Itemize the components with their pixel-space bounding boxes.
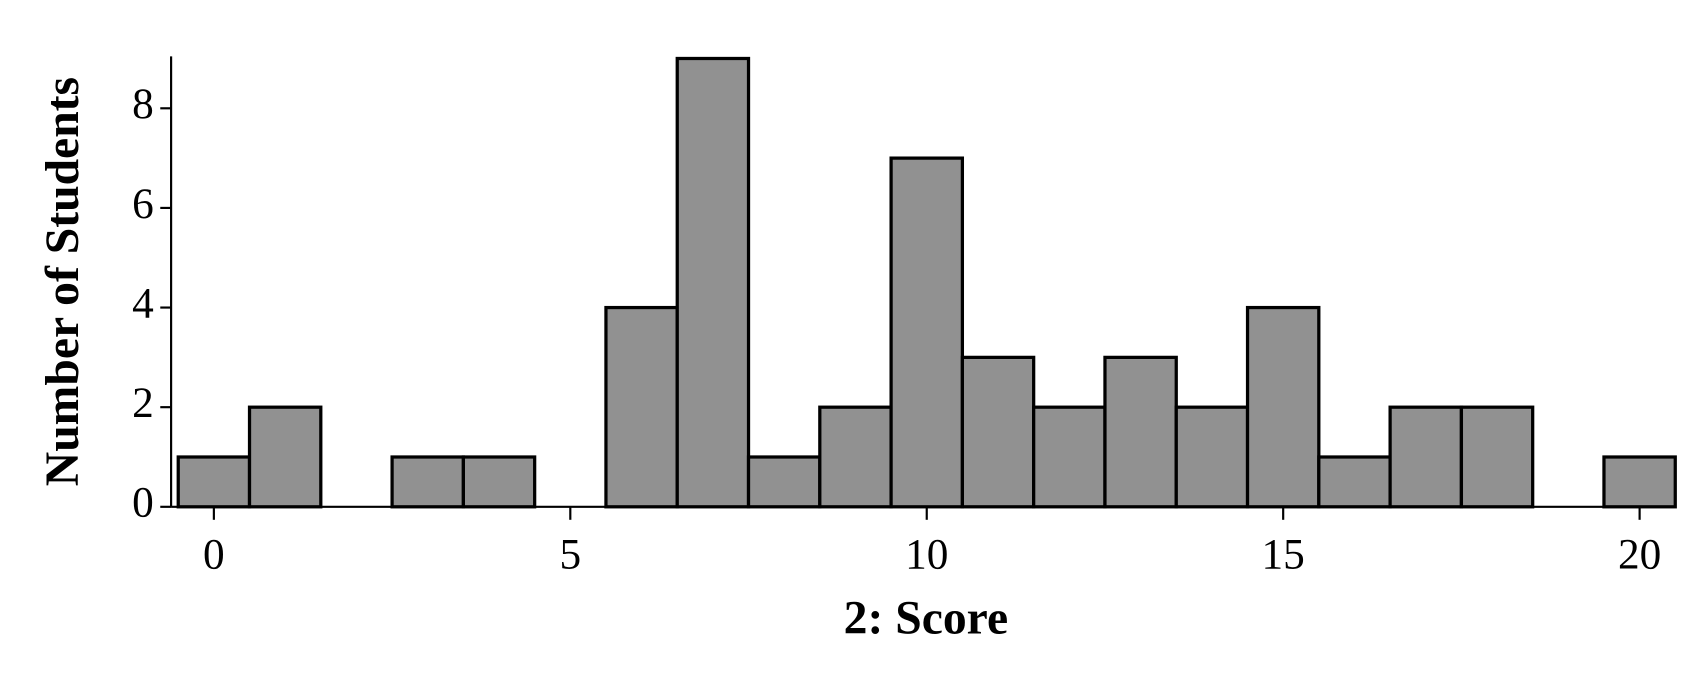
bar [176, 455, 252, 509]
bar [1174, 405, 1250, 509]
bar [1388, 405, 1464, 509]
x-tick-label: 5 [559, 531, 581, 579]
x-tick-label: 10 [905, 531, 948, 579]
y-tick-label: 8 [132, 80, 154, 128]
bar [675, 56, 751, 509]
x-tick-label: 15 [1262, 531, 1305, 579]
bar [1032, 405, 1107, 509]
y-tick-label: 6 [132, 180, 154, 228]
y-axis-label: Number of Students [37, 77, 89, 486]
bar [1602, 455, 1677, 509]
y-tick-label: 0 [132, 479, 154, 527]
y-tick-label: 2 [132, 379, 154, 427]
bar [1245, 305, 1321, 509]
bar [247, 405, 323, 509]
bar [604, 305, 679, 509]
x-tick-label: 0 [203, 531, 225, 579]
bar [1317, 455, 1392, 509]
x-axis-label: 2: Score [844, 593, 1008, 645]
y-tick-label: 4 [132, 279, 154, 327]
bar [818, 405, 893, 509]
bar [889, 156, 965, 509]
bar [390, 455, 466, 509]
bar [1103, 355, 1178, 509]
bar [746, 455, 822, 509]
bar [1459, 405, 1535, 509]
bar [461, 455, 537, 509]
x-tick-label: 20 [1618, 531, 1661, 579]
bar [960, 355, 1036, 509]
